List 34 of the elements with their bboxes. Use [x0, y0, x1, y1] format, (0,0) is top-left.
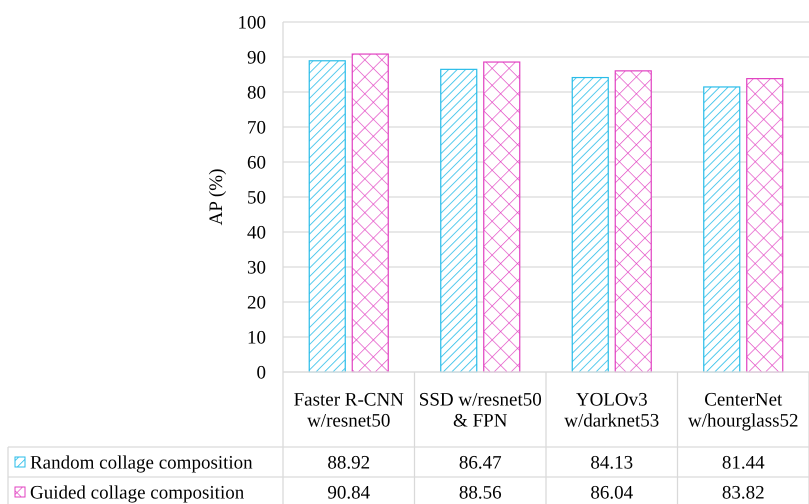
y-axis-title: AP (%) [206, 168, 227, 226]
y-tick-label: 30 [247, 258, 266, 279]
bar [352, 53, 389, 373]
data-label: 86.04 [590, 482, 634, 504]
y-tick-label: 0 [256, 362, 266, 384]
y-tick-label: 50 [247, 188, 266, 209]
y-tick-label: 40 [247, 222, 266, 244]
y-tick-label: 100 [238, 12, 266, 34]
bar [614, 70, 652, 373]
bar [703, 86, 740, 373]
legend-label: Random collage composition [30, 452, 254, 474]
data-label: 88.56 [458, 482, 502, 504]
bar [572, 76, 609, 373]
y-tick-label: 70 [247, 118, 266, 139]
y-tick-label: 10 [247, 328, 266, 349]
legend-label: Guided collage composition [30, 482, 245, 504]
data-label: 90.84 [327, 482, 371, 504]
data-label: 81.44 [722, 452, 766, 474]
data-label: 83.82 [722, 482, 765, 504]
x-tick-label: Faster R-CNN w/resnet50 [294, 390, 404, 432]
bar [746, 78, 784, 373]
data-label: 88.92 [327, 452, 370, 474]
bar [440, 68, 478, 373]
bar [483, 61, 520, 373]
y-tick-label: 20 [247, 292, 266, 314]
x-tick-label: SSD w/resnet50 & FPN [418, 390, 542, 432]
y-tick-label: 90 [247, 48, 266, 69]
bar [308, 60, 346, 373]
x-tick-label: YOLOv3 w/darknet53 [564, 390, 660, 432]
data-label: 84.13 [590, 452, 634, 474]
y-tick-label: 80 [247, 82, 266, 104]
data-label: 86.47 [458, 452, 502, 474]
y-tick-label: 60 [247, 152, 266, 174]
x-tick-label: CenterNet w/hourglass52 [688, 390, 798, 432]
